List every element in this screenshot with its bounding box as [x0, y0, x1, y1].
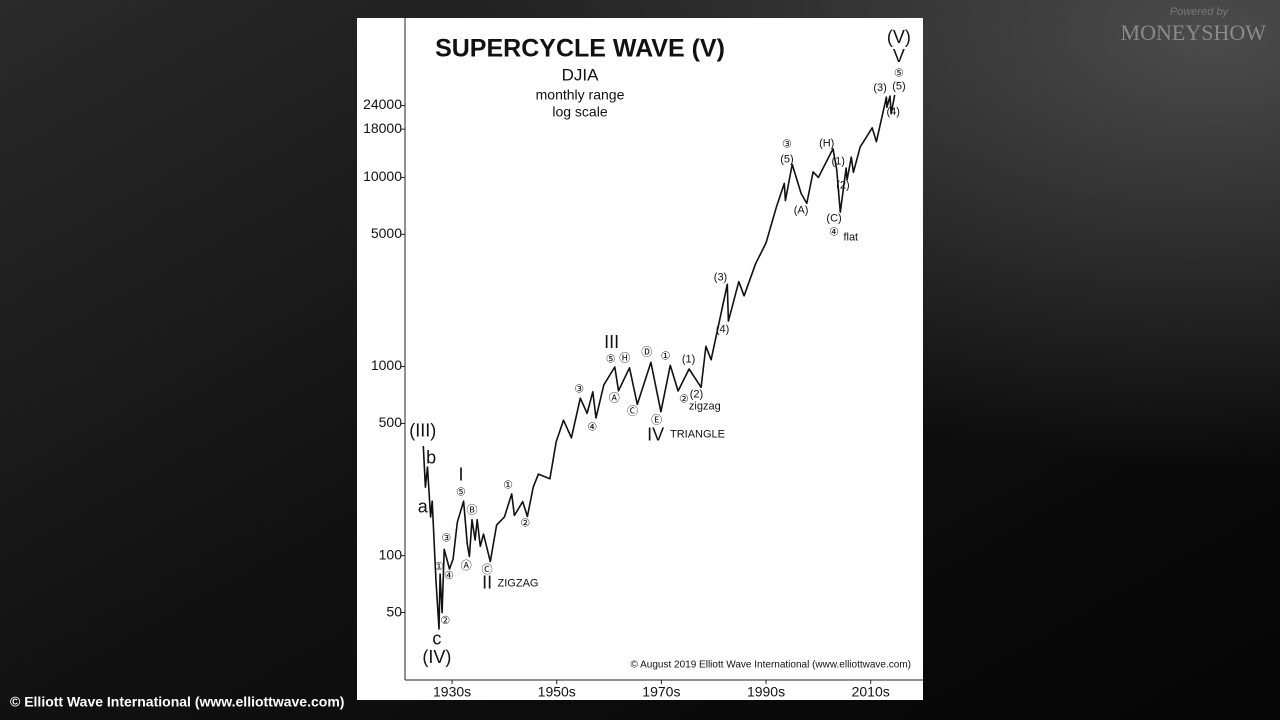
- y-tick-label: 1000: [371, 357, 402, 373]
- x-tick-label: 1990s: [747, 684, 785, 700]
- wave-label: (3): [873, 82, 886, 94]
- wave-label: ③: [441, 533, 451, 545]
- wave-label: b: [426, 447, 436, 467]
- y-tick-label: 100: [379, 546, 403, 562]
- y-tick-label: 50: [386, 603, 402, 619]
- wave-label: ②: [520, 517, 530, 529]
- wave-label: ②: [679, 393, 689, 405]
- wave-label: (III): [409, 420, 436, 440]
- wave-label: a: [418, 497, 429, 517]
- wave-label: (1): [682, 353, 695, 365]
- wave-label: Ⓑ: [466, 504, 477, 517]
- wave-label: (IV): [422, 647, 451, 667]
- powered-by: Powered by: [1170, 6, 1230, 18]
- wave-label: flat: [843, 231, 858, 243]
- wave-label: ①: [503, 479, 513, 491]
- chart-subtitle: log scale: [552, 104, 607, 120]
- wave-label: (H): [819, 137, 834, 149]
- chart-subtitle: DJIA: [562, 65, 600, 84]
- wave-label: c: [432, 628, 441, 648]
- wave-label: ⑤: [456, 486, 466, 498]
- wave-label: Ⓔ: [651, 413, 662, 426]
- chart-subtitle: monthly range: [536, 87, 625, 103]
- wave-label: ⑤: [606, 353, 616, 365]
- wave-label: Ⓓ: [641, 345, 652, 358]
- chart-title: SUPERCYCLE WAVE (V): [435, 35, 725, 63]
- chart-panel: [357, 18, 923, 700]
- wave-label: III: [604, 332, 619, 352]
- brand-logo: MONEYSHOW: [1121, 20, 1267, 45]
- y-tick-label: 18000: [363, 120, 402, 136]
- x-tick-label: 2010s: [852, 684, 890, 700]
- x-tick-label: 1930s: [433, 684, 471, 700]
- wave-label: IV: [647, 424, 664, 444]
- wave-label: (5): [892, 80, 905, 92]
- y-tick-label: 10000: [363, 168, 402, 184]
- wave-label: Ⓒ: [482, 563, 493, 576]
- wave-label: ⑤: [894, 67, 904, 79]
- plot: 50 100 500 1000 5000 10000 18000 24000 1930s 1950…: [363, 27, 911, 699]
- wave-label: (4): [886, 106, 899, 118]
- y-tick-label: 5000: [371, 225, 402, 241]
- x-tick-label: 1970s: [642, 684, 680, 700]
- wave-label: zigzag: [689, 401, 721, 413]
- wave-label: Ⓗ: [619, 351, 630, 364]
- source-note: © August 2019 Elliott Wave International…: [631, 660, 911, 671]
- wave-label: ZIGZAG: [498, 578, 539, 590]
- wave-label: ②: [440, 615, 450, 627]
- wave-label: II: [482, 573, 492, 593]
- wave-label: (2): [690, 388, 703, 400]
- wave-label: (5): [780, 153, 793, 165]
- y-tick-label: 500: [379, 414, 403, 430]
- wave-label: Ⓒ: [627, 404, 638, 417]
- wave-label: Ⓐ: [461, 559, 472, 572]
- wave-label: ④: [444, 570, 454, 582]
- wave-label: Ⓐ: [609, 391, 620, 404]
- wave-label: ③: [574, 384, 584, 396]
- wave-label: ④: [587, 421, 597, 433]
- price-line: [422, 94, 896, 630]
- wave-label: ③: [782, 138, 792, 150]
- wave-label: (2): [836, 179, 849, 191]
- wave-label: (4): [716, 323, 729, 335]
- y-tick-label: 24000: [363, 96, 402, 112]
- wave-label: (1): [832, 155, 845, 167]
- wave-label: ①: [434, 561, 444, 573]
- wave-label: (A): [794, 204, 809, 216]
- wave-label: I: [458, 464, 463, 484]
- x-tick-label: 1950s: [538, 684, 576, 700]
- wave-label: V: [893, 46, 905, 66]
- wave-label: (V): [887, 27, 911, 47]
- caption: © Elliott Wave International (www.elliot…: [10, 694, 344, 710]
- wave-label: TRIANGLE: [670, 429, 725, 441]
- wave-label: ④: [829, 226, 839, 238]
- wave-label: (C): [826, 212, 841, 224]
- wave-label: ①: [661, 350, 671, 362]
- wave-label: (3): [714, 271, 727, 283]
